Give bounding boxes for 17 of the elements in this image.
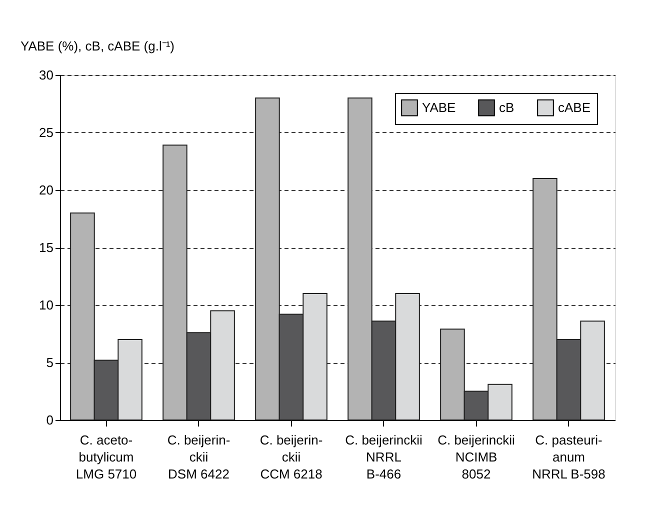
y-tick-label: 5 (46, 355, 54, 370)
x-tick-label: C. beijerinckii NCIMB 8052 (438, 432, 516, 482)
y-tick-label: 10 (39, 298, 54, 312)
y-tick-label: 15 (39, 240, 54, 255)
legend-label: YABE (422, 100, 456, 115)
x-tick-label: C. beijerinckii NRRL B-466 (345, 432, 423, 482)
legend-label: cABE (558, 100, 591, 115)
legend-label: cB (499, 100, 514, 115)
y-axis-title: YABE (%), cB, cABE (g.l⁻¹) (20, 38, 175, 54)
y-tick-label: 30 (39, 68, 54, 82)
x-tick-label: C. aceto- butylicum LMG 5710 (76, 432, 137, 482)
x-tick-label: C. beijerin- ckii CCM 6218 (260, 432, 323, 482)
y-tick-label: 0 (46, 412, 54, 428)
x-tick-label: C. pasteuri- anum NRRL B-598 (532, 432, 606, 482)
x-tick-label: C. beijerin- ckii DSM 6422 (167, 432, 230, 482)
y-tick-label: 25 (39, 125, 54, 140)
y-tick-label: 20 (39, 182, 54, 198)
